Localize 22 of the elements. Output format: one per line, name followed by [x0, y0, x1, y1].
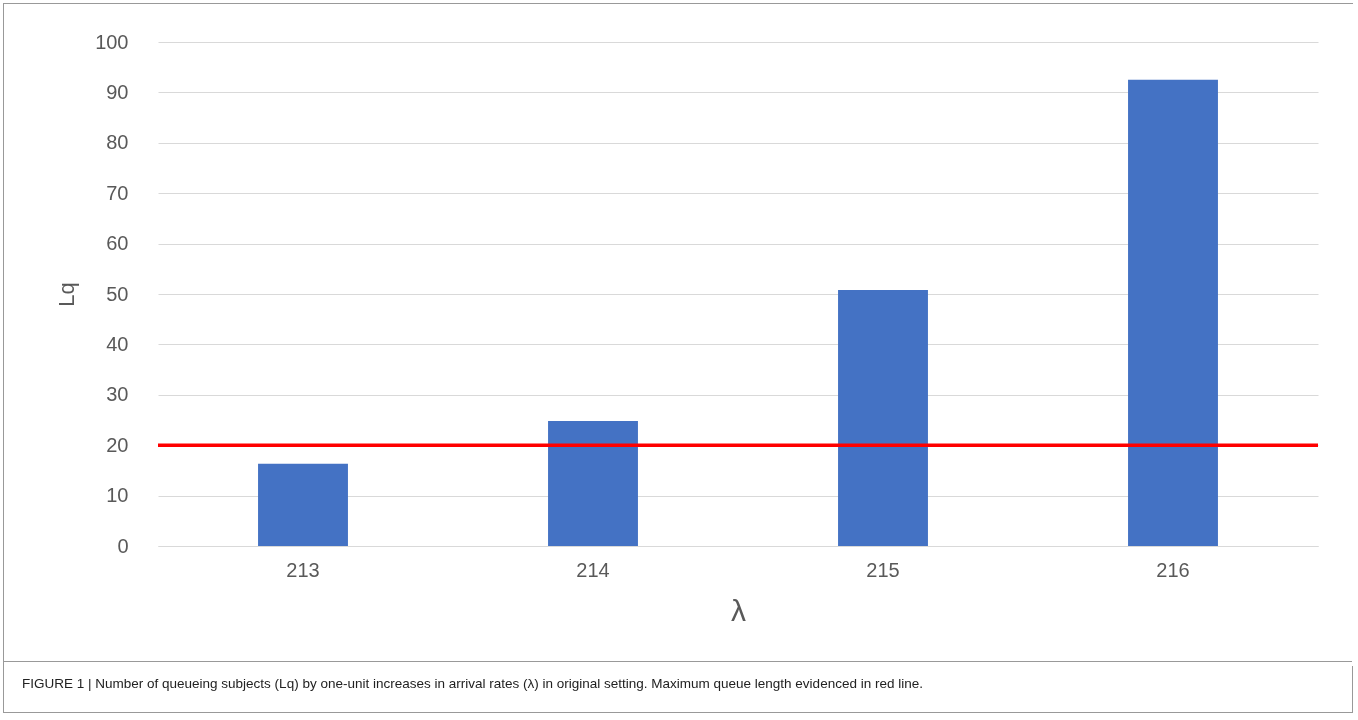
- x-axis-title: λ: [731, 593, 746, 627]
- x-tick-label: 216: [1156, 558, 1190, 581]
- y-tick-label: 60: [106, 232, 129, 255]
- y-tick-label: 30: [106, 383, 129, 406]
- y-axis-title: Lq: [54, 282, 80, 307]
- y-tick-label: 40: [106, 332, 129, 355]
- y-tick-label: 100: [95, 30, 129, 53]
- bar: [548, 421, 638, 546]
- bar: [1128, 79, 1218, 546]
- bar: [258, 463, 348, 546]
- x-tick-label: 213: [286, 558, 320, 581]
- y-tick-label: 50: [106, 282, 129, 305]
- y-tick-label: 80: [106, 131, 129, 154]
- x-tick-label: 215: [866, 558, 900, 581]
- y-tick-label: 10: [106, 484, 129, 507]
- y-tick-label: 90: [106, 80, 129, 103]
- y-tick-label: 0: [117, 534, 129, 557]
- y-tick-label: 70: [106, 181, 129, 204]
- caption: FIGURE 1 | Number of queueing subjects (Lq) by one-unit increases in arrival rates (λ) in original setting. Maximum queue length evidenced in red line.: [22, 676, 924, 691]
- y-tick-label: 20: [106, 433, 129, 456]
- bar: [838, 289, 928, 546]
- x-tick-label: 214: [576, 558, 610, 581]
